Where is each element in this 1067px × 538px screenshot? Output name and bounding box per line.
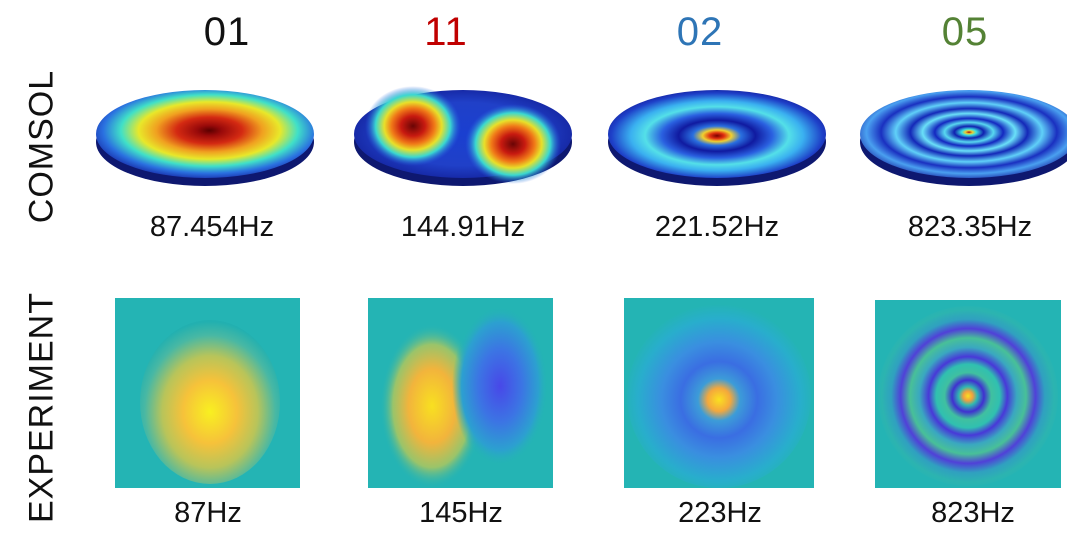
row-label-comsol: COMSOL — [22, 69, 61, 224]
row-label-experiment: EXPERIMENT — [22, 291, 61, 524]
experiment-freq-01: 87Hz — [174, 497, 242, 529]
comsol-freq-05: 823.35Hz — [907, 211, 1033, 243]
mode-label-11: 11 — [424, 10, 468, 54]
experiment-freq-02: 223Hz — [678, 497, 762, 529]
mode-label-02: 02 — [676, 10, 724, 54]
experiment-map-02 — [624, 298, 814, 488]
comsol-plate-11 — [354, 86, 572, 186]
experiment-freq-05: 823Hz — [931, 497, 1015, 529]
comsol-plate-05 — [860, 90, 1067, 186]
comsol-freq-01: 87.454Hz — [149, 211, 275, 243]
experiment-map-05 — [875, 300, 1061, 488]
comsol-plate-01 — [96, 90, 314, 186]
experiment-map-11 — [368, 298, 553, 488]
comsol-freq-02: 221.52Hz — [654, 211, 780, 243]
mode-label-01: 01 — [203, 10, 251, 54]
experiment-freq-11: 145Hz — [419, 497, 503, 529]
mode-label-05: 05 — [941, 10, 989, 54]
comsol-freq-11: 144.91Hz — [400, 211, 526, 243]
comsol-plate-02 — [608, 90, 826, 186]
experiment-map-01 — [115, 298, 300, 488]
